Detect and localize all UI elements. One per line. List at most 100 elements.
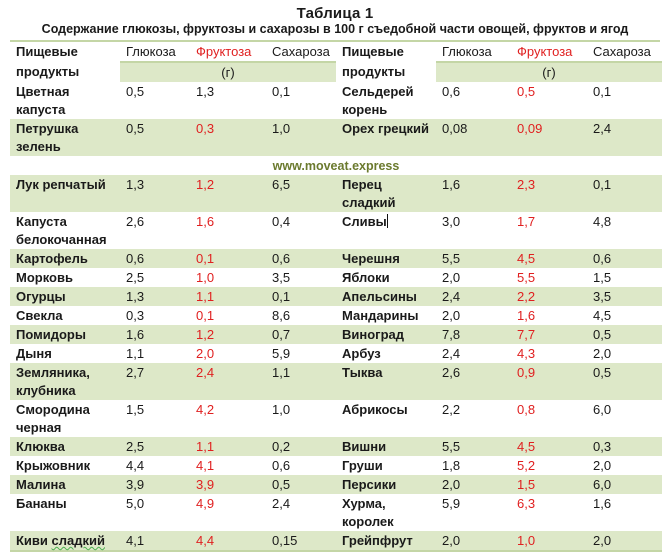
header-rule [10, 40, 660, 42]
fructose-value: 4,1 [190, 456, 266, 475]
glucose-value: 2,6 [120, 212, 190, 249]
table-row: Цветная капуста 0,5 1,3 0,1 Сельдерей ко… [10, 82, 662, 119]
fructose-value: 1,2 [190, 325, 266, 344]
food-name: Тыква [336, 363, 436, 400]
sucrose-value: 2,0 [587, 456, 662, 475]
food-name: Малина [10, 475, 120, 494]
fructose-value: 1,3 [190, 82, 266, 119]
food-name: Грейпфрут [336, 531, 436, 552]
sucrose-value: 2,4 [266, 494, 336, 531]
table-row: Смородина черная 1,5 4,2 1,0 Абрикосы 2,… [10, 400, 662, 437]
sucrose-value: 6,0 [587, 400, 662, 437]
header-sucrose-left: Сахароза [266, 42, 336, 63]
glucose-value: 3,9 [120, 475, 190, 494]
fructose-value: 7,7 [511, 325, 587, 344]
table-row: Крыжовник 4,4 4,1 0,6 Груши 1,8 5,2 2,0 [10, 456, 662, 475]
sucrose-value: 8,6 [266, 306, 336, 325]
sucrose-value: 3,5 [587, 287, 662, 306]
sucrose-value: 5,9 [266, 344, 336, 363]
glucose-value: 1,6 [436, 175, 511, 212]
sucrose-value: 0,2 [266, 437, 336, 456]
glucose-value: 7,8 [436, 325, 511, 344]
table-subtitle: Содержание глюкозы, фруктозы и сахарозы … [41, 22, 629, 36]
sucrose-value: 1,1 [266, 363, 336, 400]
food-name: Виноград [336, 325, 436, 344]
food-name-part2-spellcheck: сладкий [51, 533, 105, 548]
sucrose-value: 4,5 [587, 306, 662, 325]
glucose-value: 1,3 [120, 175, 190, 212]
food-name-part1: Киви [16, 533, 52, 548]
glucose-value: 2,5 [120, 437, 190, 456]
food-name: Цветная капуста [10, 82, 120, 119]
fructose-value: 0,1 [190, 306, 266, 325]
fructose-value: 1,5 [511, 475, 587, 494]
glucose-value: 2,4 [436, 344, 511, 363]
food-name: Бананы [10, 494, 120, 531]
header-fructose-left: Фруктоза [190, 42, 266, 63]
table-row: Капуста белокочанная 2,6 1,6 0,4 Сливы 3… [10, 212, 662, 249]
glucose-value: 5,9 [436, 494, 511, 531]
table-row: Киви сладкий 4,1 4,4 0,15 Грейпфрут 2,0 … [10, 531, 662, 552]
header-food-left-line2: продукты [16, 64, 80, 79]
fructose-value: 0,3 [190, 119, 266, 156]
fructose-value: 2,2 [511, 287, 587, 306]
sucrose-value: 2,0 [587, 344, 662, 363]
sucrose-value: 0,4 [266, 212, 336, 249]
glucose-value: 3,0 [436, 212, 511, 249]
header-glucose-left: Глюкоза [120, 42, 190, 63]
food-name: Яблоки [336, 268, 436, 287]
sucrose-value: 4,8 [587, 212, 662, 249]
sucrose-value: 0,6 [266, 249, 336, 268]
food-name: Свекла [10, 306, 120, 325]
fructose-value: 1,6 [511, 306, 587, 325]
glucose-value: 0,5 [120, 82, 190, 119]
table-row: Помидоры 1,6 1,2 0,7 Виноград 7,8 7,7 0,… [10, 325, 662, 344]
fructose-value: 1,2 [190, 175, 266, 212]
table-row: Клюква 2,5 1,1 0,2 Вишни 5,5 4,5 0,3 [10, 437, 662, 456]
food-name: Черешня [336, 249, 436, 268]
glucose-value: 1,5 [120, 400, 190, 437]
table-row: Свекла 0,3 0,1 8,6 Мандарины 2,0 1,6 4,5 [10, 306, 662, 325]
header-fructose-right: Фруктоза [511, 42, 587, 63]
fructose-value: 0,09 [511, 119, 587, 156]
header-food-right: Пищевые [342, 44, 404, 59]
glucose-value: 2,0 [436, 268, 511, 287]
food-name: Крыжовник [10, 456, 120, 475]
header-food-right-line2: продукты [342, 64, 406, 79]
table-row: Картофель 0,6 0,1 0,6 Черешня 5,5 4,5 0,… [10, 249, 662, 268]
table-row: Земляника, клубника 2,7 2,4 1,1 Тыква 2,… [10, 363, 662, 400]
fructose-value: 1,0 [511, 531, 587, 552]
fructose-value: 1,0 [190, 268, 266, 287]
fructose-value: 5,2 [511, 456, 587, 475]
food-name: Сливы [342, 214, 387, 229]
fructose-value: 4,2 [190, 400, 266, 437]
fructose-value: 0,8 [511, 400, 587, 437]
table-row: Бананы 5,0 4,9 2,4 Хурма, королек 5,9 6,… [10, 494, 662, 531]
food-name: Перец сладкий [336, 175, 436, 212]
fructose-value: 1,1 [190, 437, 266, 456]
food-name: Вишни [336, 437, 436, 456]
fructose-value: 1,1 [190, 287, 266, 306]
food-name: Мандарины [336, 306, 436, 325]
fructose-value: 5,5 [511, 268, 587, 287]
food-name: Киви сладкий [10, 531, 120, 552]
glucose-value: 4,4 [120, 456, 190, 475]
fructose-value: 4,4 [190, 531, 266, 552]
fructose-value: 2,0 [190, 344, 266, 363]
glucose-value: 2,4 [436, 287, 511, 306]
food-name: Орех грецкий [336, 119, 436, 156]
table-row: Петрушка зелень 0,5 0,3 1,0 Орех грецкий… [10, 119, 662, 156]
watermark-row: www.moveat.express [10, 156, 662, 175]
sucrose-value: 0,5 [587, 325, 662, 344]
table-row: Дыня 1,1 2,0 5,9 Арбуз 2,4 4,3 2,0 [10, 344, 662, 363]
glucose-value: 2,0 [436, 306, 511, 325]
glucose-value: 2,0 [436, 475, 511, 494]
table-row: Морковь 2,5 1,0 3,5 Яблоки 2,0 5,5 1,5 [10, 268, 662, 287]
glucose-value: 2,7 [120, 363, 190, 400]
glucose-value: 5,5 [436, 249, 511, 268]
fructose-value: 4,5 [511, 437, 587, 456]
table-title: Таблица 1 [296, 5, 374, 22]
sucrose-value: 1,6 [587, 494, 662, 531]
fructose-value: 0,9 [511, 363, 587, 400]
food-name: Капуста белокочанная [10, 212, 120, 249]
